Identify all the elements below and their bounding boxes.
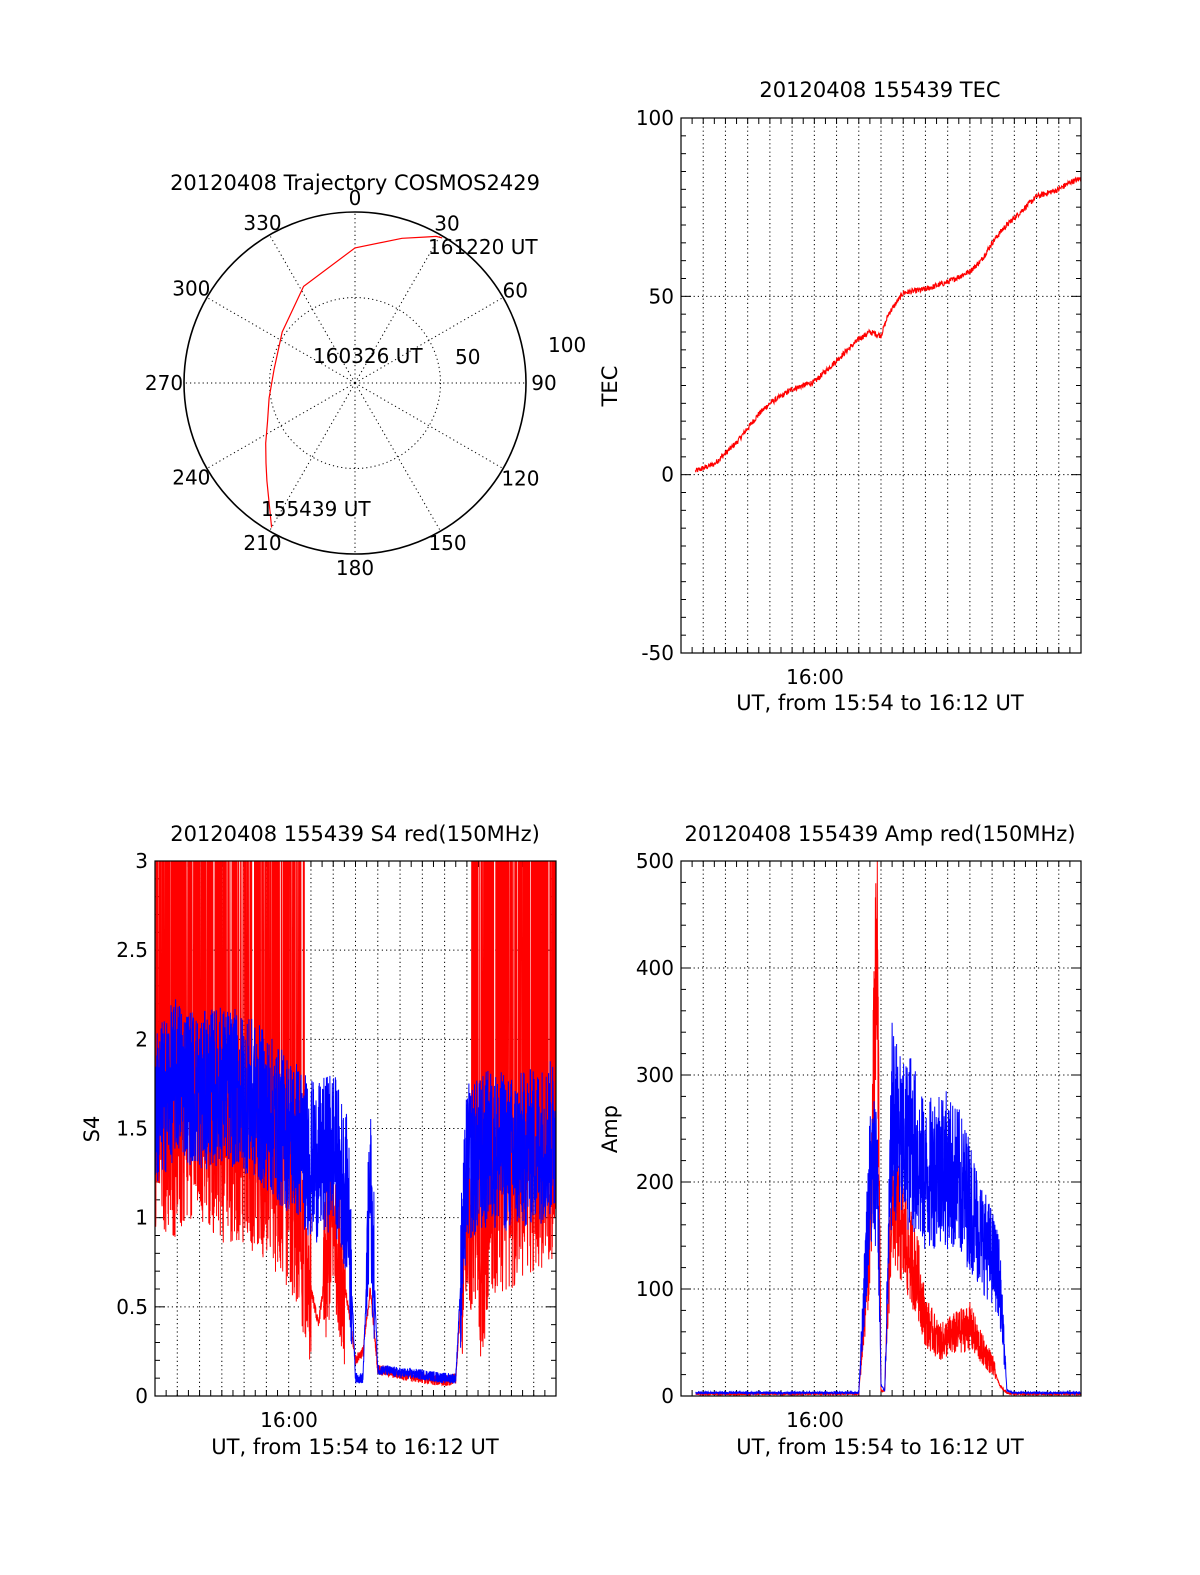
y-tick-label: 2.5 (116, 938, 148, 962)
s4-x-tick-label: 16:00 (260, 1408, 318, 1432)
series-blue-line (695, 1022, 1082, 1396)
polar-radial-label-100: 100 (548, 333, 586, 357)
polar-outer-circle (183, 211, 527, 555)
polar-angle-label-240: 240 (172, 466, 210, 490)
tec-y-tick-labels: -50 0 50 100 (636, 106, 674, 665)
y-tick-label: -50 (641, 641, 674, 665)
polar-angle-label-180: 180 (336, 556, 374, 580)
y-tick-label: 0 (661, 1384, 674, 1408)
y-tick-label: 100 (636, 106, 674, 130)
polar-angle-label-210: 210 (243, 531, 281, 555)
polar-angle-labels: 0 30 60 90 120 150 180 210 240 270 300 330 (145, 186, 557, 580)
y-tick-label: 200 (636, 1170, 674, 1194)
s4-title: 20120408 155439 S4 red(150MHz) (170, 822, 540, 846)
y-tick-label: 50 (649, 284, 674, 308)
polar-angle-label-300: 300 (172, 277, 210, 301)
s4-x-axis-label: UT, from 15:54 to 16:12 UT (211, 1435, 499, 1459)
polar-angle-label-120: 120 (501, 467, 539, 491)
tec-x-axis-label: UT, from 15:54 to 16:12 UT (736, 691, 1024, 715)
annotation-mid-time: 160326 UT (313, 344, 423, 368)
y-tick-label: 400 (636, 956, 674, 980)
tec-x-tick-label: 16:00 (786, 665, 844, 689)
amp-grid (680, 860, 1082, 1397)
polar-inner-circle (269, 297, 441, 469)
tec-title: 20120408 155439 TEC (759, 78, 1000, 102)
tec-y-axis-label: TEC (598, 366, 622, 408)
amp-frame (680, 860, 1082, 1397)
tec-plot: 20120408 155439 TEC -50 0 50 100 16:00 UT, … (598, 78, 1082, 715)
tec-frame (680, 117, 1082, 654)
amp-plot: 20120408 155439 Amp red(150MHz) 0 100 200 3… (598, 822, 1082, 1459)
y-tick-label: 3 (135, 849, 148, 873)
y-tick-label: 300 (636, 1063, 674, 1087)
amp-title: 20120408 155439 Amp red(150MHz) (684, 822, 1075, 846)
series-red-line (695, 860, 1082, 1397)
polar-angle-label-330: 330 (243, 211, 281, 235)
polar-title: 20120408 Trajectory COSMOS2429 (170, 171, 540, 195)
annotation-end-time: 161220 UT (428, 235, 538, 259)
s4-frame (154, 860, 557, 1397)
y-tick-label: 0 (135, 1384, 148, 1408)
polar-angle-label-90: 90 (531, 371, 556, 395)
polar-radial-label-50: 50 (455, 345, 480, 369)
polar-angle-label-270: 270 (145, 371, 183, 395)
tec-grid (680, 117, 1082, 654)
s4-y-axis-label: S4 (80, 1116, 104, 1143)
s4-series (154, 860, 557, 1387)
y-tick-label: 0.5 (116, 1295, 148, 1319)
s4-plot: 20120408 155439 S4 red(150MHz) 0 0.5 1 1.5 2… (80, 822, 557, 1459)
series-red-line (154, 860, 557, 1387)
s4-y-tick-labels: 0 0.5 1 1.5 2 2.5 3 (116, 849, 148, 1408)
annotation-start-time: 155439 UT (261, 497, 371, 521)
series-blue-line (154, 999, 557, 1384)
amp-y-axis-label: Amp (598, 1105, 622, 1153)
polar-angle-label-150: 150 (428, 531, 466, 555)
y-tick-label: 500 (636, 849, 674, 873)
polar-angle-label-0: 0 (349, 186, 362, 210)
y-tick-label: 1.5 (116, 1117, 148, 1141)
series-red-line (694, 176, 1082, 473)
amp-y-tick-labels: 0 100 200 300 400 500 (636, 849, 674, 1408)
polar-angle-label-30: 30 (434, 212, 459, 236)
polar-spoke-120 (354, 382, 504, 469)
amp-series (695, 860, 1082, 1397)
polar-angle-label-60: 60 (502, 279, 527, 303)
y-tick-label: 1 (135, 1206, 148, 1230)
y-tick-label: 100 (636, 1277, 674, 1301)
y-tick-label: 2 (135, 1027, 148, 1051)
trajectory-polar-plot: 20120408 Trajectory COSMOS2429 0 30 60 90 12… (145, 171, 586, 580)
amp-x-tick-label: 16:00 (786, 1408, 844, 1432)
tec-series (694, 176, 1082, 473)
trajectory-track (265, 235, 443, 528)
y-tick-label: 0 (661, 463, 674, 487)
amp-x-axis-label: UT, from 15:54 to 16:12 UT (736, 1435, 1024, 1459)
